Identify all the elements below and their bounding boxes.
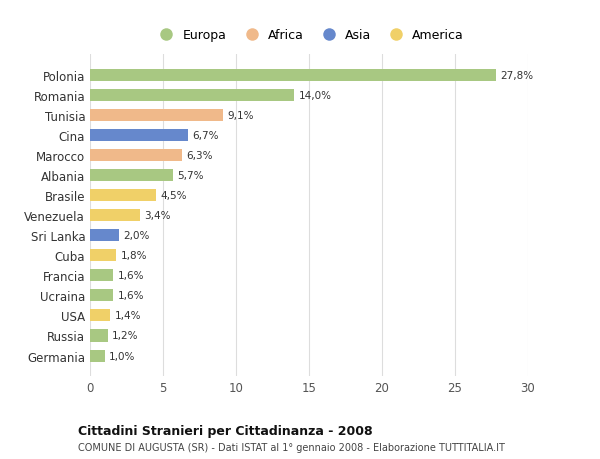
Bar xyxy=(90,350,104,362)
Bar xyxy=(90,170,173,182)
Text: Cittadini Stranieri per Cittadinanza - 2008: Cittadini Stranieri per Cittadinanza - 2… xyxy=(78,425,373,437)
Text: 1,6%: 1,6% xyxy=(118,291,144,301)
Bar xyxy=(90,310,110,322)
Bar xyxy=(90,250,116,262)
Text: 2,0%: 2,0% xyxy=(124,231,150,241)
Text: 1,6%: 1,6% xyxy=(118,271,144,281)
Bar xyxy=(90,190,156,202)
Text: 9,1%: 9,1% xyxy=(227,111,254,121)
Text: 14,0%: 14,0% xyxy=(299,91,332,101)
Bar xyxy=(90,330,107,342)
Text: 1,2%: 1,2% xyxy=(112,331,139,341)
Bar xyxy=(90,290,113,302)
Text: 1,0%: 1,0% xyxy=(109,351,136,361)
Text: 4,5%: 4,5% xyxy=(160,191,187,201)
Text: 1,8%: 1,8% xyxy=(121,251,147,261)
Bar xyxy=(90,130,188,142)
Bar xyxy=(90,230,119,242)
Bar xyxy=(90,90,295,102)
Legend: Europa, Africa, Asia, America: Europa, Africa, Asia, America xyxy=(154,29,464,42)
Text: COMUNE DI AUGUSTA (SR) - Dati ISTAT al 1° gennaio 2008 - Elaborazione TUTTITALIA: COMUNE DI AUGUSTA (SR) - Dati ISTAT al 1… xyxy=(78,442,505,452)
Bar xyxy=(90,150,182,162)
Text: 5,7%: 5,7% xyxy=(178,171,204,181)
Text: 3,4%: 3,4% xyxy=(144,211,170,221)
Text: 6,7%: 6,7% xyxy=(192,131,218,141)
Bar xyxy=(90,210,140,222)
Bar xyxy=(90,270,113,282)
Bar xyxy=(90,70,496,82)
Text: 6,3%: 6,3% xyxy=(187,151,213,161)
Bar xyxy=(90,110,223,122)
Text: 27,8%: 27,8% xyxy=(500,71,533,81)
Text: 1,4%: 1,4% xyxy=(115,311,142,321)
